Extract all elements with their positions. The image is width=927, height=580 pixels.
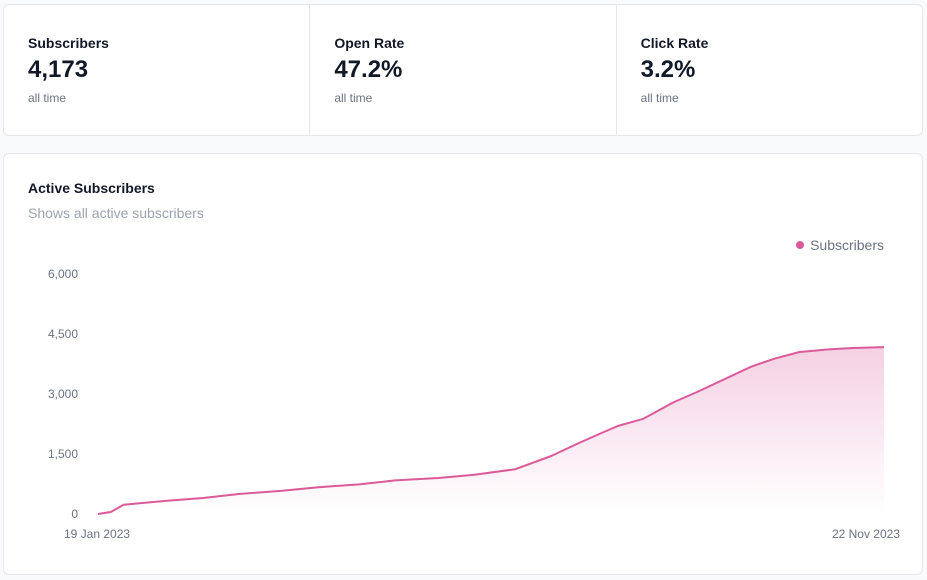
stat-value: 47.2% bbox=[334, 56, 403, 83]
stat-note: all time bbox=[334, 91, 373, 105]
stat-label: Subscribers bbox=[28, 35, 109, 51]
stat-value: 4,173 bbox=[28, 56, 89, 83]
chart-legend[interactable]: Subscribers bbox=[796, 237, 884, 253]
y-tick-label: 3,000 bbox=[48, 387, 78, 401]
y-tick-label: 4,500 bbox=[48, 327, 78, 341]
chart-plot[interactable]: 0 1,500 3,000 4,500 6,000 19 Jan 2023 22 Nov 2… bbox=[4, 154, 922, 574]
stat-note: all time bbox=[28, 91, 67, 105]
stat-label: Open Rate bbox=[334, 35, 405, 51]
stat-open-rate: Open Rate 47.2% all time bbox=[310, 5, 617, 135]
x-tick-label: 19 Jan 2023 bbox=[64, 527, 130, 541]
y-tick-label: 0 bbox=[71, 507, 78, 521]
y-tick-label: 6,000 bbox=[48, 267, 78, 281]
y-tick-label: 1,500 bbox=[48, 447, 78, 461]
stats-panel: Subscribers 4,173 all time Open Rate 47.… bbox=[3, 4, 923, 136]
series-area bbox=[98, 347, 884, 514]
x-tick-label: 22 Nov 2023 bbox=[832, 527, 900, 541]
stat-note: all time bbox=[640, 91, 679, 105]
stat-label: Click Rate bbox=[640, 35, 709, 51]
chart-subtitle: Shows all active subscribers bbox=[28, 205, 204, 221]
stat-value: 3.2% bbox=[640, 56, 696, 83]
series-line bbox=[97, 346, 885, 515]
legend-dot bbox=[796, 241, 805, 249]
chart-card: Active Subscribers Shows all active subs… bbox=[3, 153, 923, 575]
stat-subscribers: Subscribers 4,173 all time bbox=[4, 5, 311, 135]
legend-label: Subscribers bbox=[810, 237, 884, 253]
stat-click-rate: Click Rate 3.2% all time bbox=[617, 5, 922, 135]
chart-title: Active Subscribers bbox=[28, 180, 155, 196]
